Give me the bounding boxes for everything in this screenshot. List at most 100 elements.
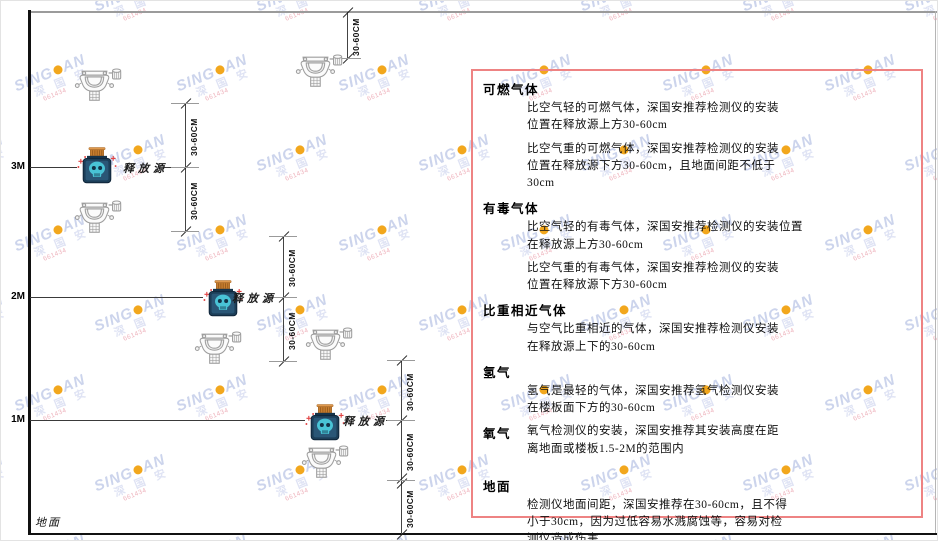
section-body: 比空气轻的可燃气体，深国安推荐检测仪的安装 位置在释放源上方30-60cm 比空气重… (527, 100, 915, 192)
dim-label: 30-60CM (287, 312, 297, 350)
text-line: 检测仪地面间距，深国安推荐在30-60cm，且不得 (527, 498, 788, 511)
text-line: 在释放源上方30-60cm (527, 238, 644, 251)
ground-line (28, 533, 937, 535)
section-body: 比空气轻的有毒气体，深国安推荐检测仪的安装位置 在释放源上方30-60cm 比空气重… (527, 219, 915, 294)
level-line-3m (30, 167, 77, 168)
gas-detector-icon (294, 51, 344, 90)
watermark-dot-icon (51, 64, 64, 76)
text-line: 氢气是最轻的气体，深国安推荐氢气检测仪安装 (527, 384, 779, 397)
watermark-dot-icon (131, 144, 144, 156)
text-line: 氧气检测仪的安装，深国安推荐其安装高度在距 (527, 425, 779, 438)
text-line: 比空气轻的有毒气体，深国安推荐检测仪的安装位置 (527, 221, 803, 234)
gas-detector-icon (73, 65, 123, 104)
section-body: 氧气检测仪的安装，深国安推荐其安装高度在距 离地面或楼板1.5-2M的范围内 (527, 423, 779, 464)
text-line: 小于30cm，因为过低容易水溅腐蚀等，容易对检 (527, 516, 783, 528)
text-line: 在楼板面下方的30-60cm (527, 402, 656, 414)
watermark-dot-icon (213, 384, 226, 396)
text-line: 位置在释放源下方30-60cm，且地面间距不低于 (527, 159, 776, 172)
panel-section: 地面 检测仪地面间距，深国安推荐在30-60cm，且不得 小于30cm，因为过低容易… (483, 476, 915, 541)
text-line: 比空气重的可燃气体，深国安推荐检测仪的安装 (527, 142, 779, 155)
ceiling-line (28, 11, 937, 13)
text-line: 离地面或楼板1.5-2M的范围内 (527, 442, 685, 455)
gas-detector-icon (304, 324, 354, 363)
section-body: 与空气比重相近的气体，深国安推荐检测仪安装 在释放源上下的30-60cm (527, 321, 915, 356)
watermark-dot-icon (51, 224, 64, 236)
height-label-1m: 1M (11, 414, 25, 425)
panel-section: 氢气 氢气是最轻的气体，深国安推荐氢气检测仪安装 在楼板面下方的30-60cm (483, 362, 915, 418)
dim-label: 30-60CM (405, 490, 415, 528)
level-line-2m (30, 297, 203, 298)
dim-label: 30-60CM (351, 18, 361, 56)
section-heading: 氧气 (483, 427, 512, 442)
watermark-dot-icon (131, 304, 144, 316)
level-line-1m (30, 420, 305, 421)
dim-label: 30-60CM (287, 249, 297, 287)
text-line: 位置在释放源下方30-60cm (527, 279, 668, 291)
info-panel: 可燃气体比空气轻的可燃气体，深国安推荐检测仪的安装 位置在释放源上方30-60cm… (471, 69, 923, 540)
watermark-dot-icon (131, 464, 144, 476)
watermark-dot-icon (213, 64, 226, 76)
section-body: 检测仪地面间距，深国安推荐在30-60cm，且不得 小于30cm，因为过低容易水溅… (527, 497, 915, 541)
text-line: 比空气重的有毒气体，深国安推荐检测仪的安装 (527, 261, 779, 274)
text-line: 测仪造成伤害 (527, 533, 599, 541)
height-label-2m: 2M (11, 291, 25, 302)
release-source-label: 释放源 (123, 163, 168, 175)
ground-label: 地面 (35, 517, 61, 529)
section-heading: 地面 (483, 479, 512, 494)
watermark-dot-icon (455, 464, 468, 476)
release-source-icon (76, 147, 118, 187)
height-label-3m: 3M (11, 161, 25, 172)
text-line: 比空气轻的可燃气体，深国安推荐检测仪的安装 (527, 102, 779, 114)
dim-label: 30-60CM (405, 433, 415, 471)
panel-section: 氧气 氧气检测仪的安装，深国安推荐其安装高度在距 离地面或楼板1.5-2M的范围内 (483, 423, 915, 464)
section-heading: 可燃气体 (483, 83, 540, 97)
panel-section: 比重相近气体与空气比重相近的气体，深国安推荐检测仪安装 在释放源上下的30-60c… (483, 300, 915, 356)
watermark-dot-icon (51, 384, 64, 396)
watermark-dot-icon (293, 144, 306, 156)
release-source-label: 释放源 (232, 293, 277, 305)
watermark-dot-icon (375, 384, 388, 396)
panel-section: 有毒气体比空气轻的有毒气体，深国安推荐检测仪的安装位置 在释放源上方30-60cm… (483, 198, 915, 294)
dim-label: 30-60CM (189, 118, 199, 156)
section-heading: 有毒气体 (483, 202, 540, 217)
watermark-dot-icon (375, 224, 388, 236)
release-source-label: 释放源 (343, 416, 388, 428)
right-wall-line (935, 11, 936, 535)
watermark-dot-icon (455, 144, 468, 156)
gas-detector-icon (73, 197, 123, 236)
section-heading: 氢气 (483, 365, 512, 380)
text-line: 与空气比重相近的气体，深国安推荐检测仪安装 (527, 323, 779, 336)
panel-sections: 可燃气体比空气轻的可燃气体，深国安推荐检测仪的安装 位置在释放源上方30-60cm… (483, 79, 915, 541)
text-line: 位置在释放源上方30-60cm (527, 119, 668, 132)
section-heading: 比重相近气体 (483, 304, 568, 319)
dim-label: 30-60CM (405, 373, 415, 411)
text-line: 30cm (527, 177, 555, 189)
dim-label: 30-60CM (189, 182, 199, 220)
release-source-icon (304, 404, 346, 444)
gas-detector-icon (193, 328, 243, 367)
watermark-dot-icon (375, 64, 388, 76)
section-body: 氢气是最轻的气体，深国安推荐氢气检测仪安装 在楼板面下方的30-60cm (527, 383, 915, 418)
gas-detector-icon (300, 442, 350, 481)
left-wall-line (28, 10, 31, 535)
watermark-dot-icon (455, 304, 468, 316)
text-line: 在释放源上下的30-60cm (527, 340, 656, 353)
panel-section: 可燃气体比空气轻的可燃气体，深国安推荐检测仪的安装 位置在释放源上方30-60cm… (483, 79, 915, 192)
watermark-dot-icon (213, 224, 226, 236)
